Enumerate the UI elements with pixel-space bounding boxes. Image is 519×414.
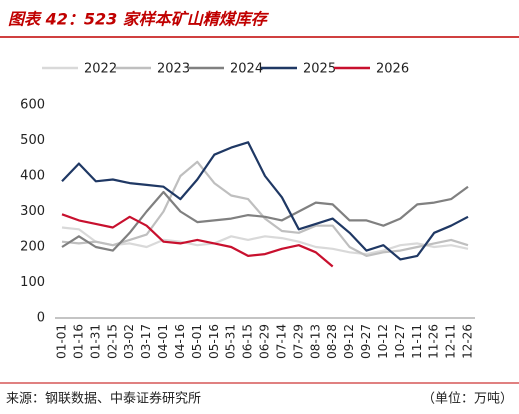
legend-label: 2022 [84,62,117,77]
x-tick-label: 10-27 [393,324,407,359]
x-tick-label: 05-16 [207,324,221,359]
legend-label: 2024 [230,62,263,77]
legend-label: 2026 [376,62,409,77]
x-tick-label: 01-31 [88,324,102,359]
chart-title: 图表 42：523 家样本矿山精煤库存 [8,10,270,29]
x-tick-label: 01-16 [71,324,85,359]
source: 来源：钢联数据、中泰证券研究所 [6,391,201,407]
series-line [61,160,469,257]
x-tick-label: 03-17 [139,324,153,359]
x-tick-label: 08-28 [325,324,339,359]
x-tick-label: 12-26 [461,324,475,359]
y-tick-label: 200 [20,240,45,255]
x-tick-label: 06-29 [258,324,272,359]
y-tick-label: 0 [37,311,45,326]
x-tick-label: 08-13 [308,324,322,359]
series-line [61,213,334,268]
x-tick-label: 07-29 [291,324,305,359]
y-tick-label: 500 [20,133,45,148]
x-tick-label: 09-27 [359,324,373,359]
series-line [61,141,469,261]
x-tick-label: 10-12 [376,324,390,359]
x-tick-label: 12-11 [444,324,458,359]
x-tick-label: 11-11 [410,324,424,359]
x-tick-label: 06-15 [241,324,255,359]
x-tick-label: 02-15 [105,324,119,359]
x-tick-label: 05-31 [224,324,238,359]
x-tick-label: 11-26 [427,324,441,359]
x-tick-label: 03-02 [122,324,136,359]
y-tick-label: 600 [20,98,45,113]
series-line [61,185,469,252]
x-tick-label: 07-14 [274,324,288,359]
unit: （单位：万吨） [422,392,513,407]
x-tick-label: 04-01 [156,324,170,359]
x-tick-label: 09-12 [342,324,356,359]
series-line [61,226,469,256]
y-tick-label: 100 [20,275,45,290]
y-tick-label: 400 [20,169,45,184]
x-tick-label: 05-01 [190,324,204,359]
y-tick-label: 300 [20,204,45,219]
legend-label: 2023 [157,62,190,77]
x-tick-label: 01-01 [55,324,69,359]
legend-label: 2025 [303,62,336,77]
x-tick-label: 04-16 [173,324,187,359]
